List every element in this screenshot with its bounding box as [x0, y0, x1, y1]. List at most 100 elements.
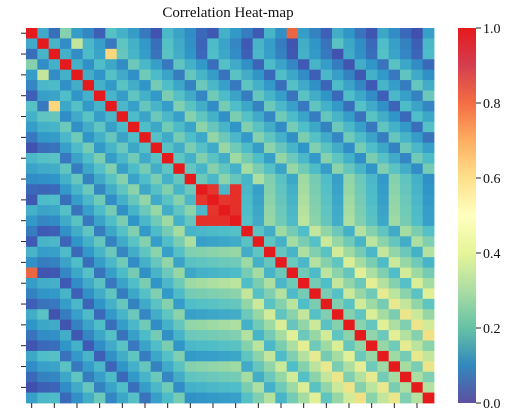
heatmap-cell — [94, 153, 106, 164]
heatmap-cell — [94, 173, 106, 185]
heatmap-cell — [60, 236, 72, 248]
heatmap-cell — [37, 48, 50, 60]
heatmap-cell — [354, 100, 367, 112]
heatmap-cell — [286, 28, 299, 39]
heatmap-cell — [309, 69, 322, 81]
heatmap-cell — [116, 225, 129, 237]
heatmap-cell — [320, 319, 333, 331]
heatmap-cell — [264, 100, 276, 112]
heatmap-cell — [207, 361, 220, 373]
heatmap-cell — [128, 80, 140, 91]
heatmap-cell — [366, 340, 378, 352]
heatmap-cell — [320, 48, 333, 60]
heatmap-cell — [411, 80, 424, 91]
heatmap-cell — [218, 350, 231, 362]
heatmap-cell — [411, 340, 424, 352]
heatmap-cell — [388, 246, 401, 258]
heatmap-cell — [252, 111, 265, 123]
heatmap-cell — [388, 371, 401, 383]
heatmap-cell — [411, 246, 424, 258]
heatmap-cell — [400, 184, 412, 196]
heatmap-cell — [128, 340, 140, 352]
heatmap-cell — [218, 319, 231, 331]
heatmap-cell — [60, 246, 72, 258]
heatmap-cell — [139, 80, 152, 91]
heatmap-cell — [275, 132, 288, 143]
heatmap-cell — [105, 153, 118, 164]
heatmap-cell — [275, 309, 288, 321]
heatmap-cell — [139, 246, 152, 258]
heatmap-cell — [60, 38, 72, 50]
heatmap-cell — [207, 90, 220, 102]
heatmap-cell — [116, 184, 129, 196]
heatmap-cell — [173, 121, 186, 133]
heatmap-cell — [150, 288, 163, 300]
heatmap-cell — [150, 392, 163, 404]
heatmap-cell — [82, 267, 95, 279]
heatmap-cell — [207, 309, 220, 321]
heatmap-cell — [128, 163, 140, 175]
heatmap-cell — [37, 319, 50, 331]
heatmap-cell — [173, 132, 186, 143]
heatmap-cell — [139, 100, 152, 112]
heatmap-cell — [173, 309, 186, 321]
heatmap-cell — [60, 90, 72, 102]
heatmap-cell — [48, 330, 61, 341]
heatmap-cell — [196, 38, 208, 50]
heatmap-cell — [162, 194, 174, 206]
heatmap-cell — [241, 121, 254, 133]
heatmap-cell — [82, 132, 95, 143]
heatmap-cell — [139, 392, 152, 404]
heatmap-cell — [150, 371, 163, 383]
heatmap-cell — [298, 246, 310, 258]
heatmap-cell — [309, 225, 322, 237]
heatmap-cell — [128, 59, 140, 71]
heatmap-cell — [298, 111, 310, 123]
heatmap-cell — [207, 371, 220, 383]
heatmap-cell — [320, 236, 333, 248]
heatmap-cell — [207, 278, 220, 289]
heatmap-cell — [286, 142, 299, 154]
heatmap-cell — [116, 257, 129, 268]
heatmap-cell — [252, 361, 265, 373]
heatmap-cell — [275, 153, 288, 164]
heatmap-cell — [207, 298, 220, 310]
heatmap-cell — [366, 319, 378, 331]
heatmap-cell — [173, 142, 186, 154]
heatmap-cell — [48, 382, 61, 393]
heatmap-cell — [298, 267, 310, 279]
heatmap-cell — [275, 90, 288, 102]
heatmap-cell — [377, 278, 390, 289]
heatmap-cell — [275, 194, 288, 206]
heatmap-cell — [150, 38, 163, 50]
heatmap-cell — [264, 330, 276, 341]
heatmap-cell — [230, 59, 242, 71]
heatmap-cell — [26, 80, 38, 91]
heatmap-cell — [60, 257, 72, 268]
heatmap-cell — [366, 80, 378, 91]
heatmap-cell — [230, 194, 242, 206]
heatmap-cell — [139, 298, 152, 310]
heatmap-cell — [275, 330, 288, 341]
heatmap-cell — [184, 371, 197, 383]
heatmap-cell — [26, 225, 38, 237]
heatmap-cell — [264, 246, 276, 258]
heatmap-cell — [320, 69, 333, 81]
heatmap-cell — [173, 153, 186, 164]
heatmap-cell — [377, 132, 390, 143]
heatmap-cell — [422, 382, 435, 393]
heatmap-cell — [422, 319, 435, 331]
heatmap-cell — [309, 350, 322, 362]
heatmap-cell — [82, 38, 95, 50]
heatmap-cell — [354, 173, 367, 185]
heatmap-cell — [422, 371, 435, 383]
heatmap-cell — [275, 48, 288, 60]
heatmap-cell — [366, 28, 378, 39]
heatmap-cell — [139, 382, 152, 393]
heatmap-cell — [71, 236, 84, 248]
heatmap-cell — [332, 340, 344, 352]
heatmap-cell — [48, 121, 61, 133]
heatmap-cell — [184, 205, 197, 216]
heatmap-cell — [230, 69, 242, 81]
colorbar-tick-label: 0.8 — [483, 97, 501, 112]
